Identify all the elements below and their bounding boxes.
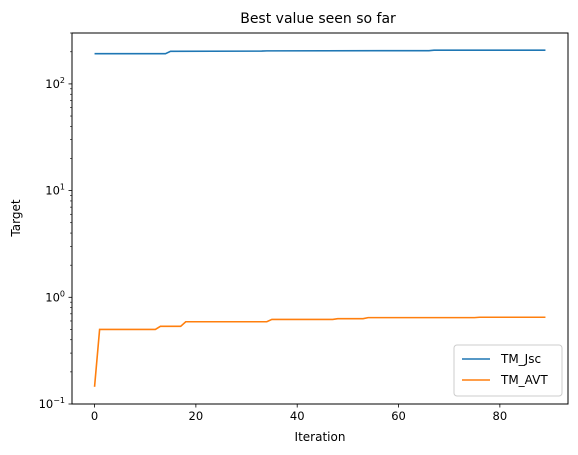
- x-tick-label: 0: [91, 409, 98, 423]
- legend-box: [453, 344, 563, 397]
- legend: TM_Jsc TM_AVT: [453, 344, 563, 397]
- y-axis-label: Target: [9, 199, 23, 237]
- plot-frame: [71, 32, 569, 405]
- chart-title: Best value seen so far: [240, 11, 396, 27]
- x-tick-label: 20: [189, 409, 204, 423]
- x-axis-label: Iteration: [295, 430, 346, 444]
- x-tick-label: 80: [493, 409, 508, 423]
- series-line-tm-jsc: [94, 49, 546, 55]
- y-axis-ticks: 10−1 100 101 102: [39, 32, 72, 411]
- y-tick-label: 10−1: [39, 396, 65, 411]
- x-tick-label: 60: [391, 409, 406, 423]
- x-tick-label: 40: [290, 409, 305, 423]
- series-line-tm-avt: [93, 316, 546, 387]
- series-layer: [93, 49, 546, 387]
- y-tick-label: 101: [45, 183, 65, 198]
- legend-label: TM_Jsc: [500, 352, 541, 366]
- legend-label: TM_AVT: [500, 373, 548, 387]
- x-axis-ticks: 0 20 40 60 80: [91, 404, 507, 423]
- y-tick-label: 100: [45, 289, 65, 304]
- y-tick-label: 102: [45, 76, 65, 91]
